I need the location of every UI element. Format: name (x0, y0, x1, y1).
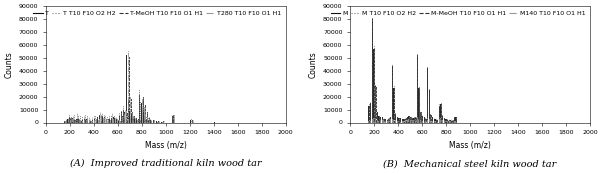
Legend: M, M T10 F10 O2 H2, M-MeOH T10 F10 O1 H1, M140 T10 F10 O1 H1: M, M T10 F10 O2 H2, M-MeOH T10 F10 O1 H1… (330, 9, 587, 17)
Legend: T, T T10 F10 O2 H2, T-MeOH T10 F10 O1 H1, T280 T10 F10 O1 H1: T, T T10 F10 O2 H2, T-MeOH T10 F10 O1 H1… (32, 9, 283, 17)
Title: (A)  Improved traditional kiln wood tar: (A) Improved traditional kiln wood tar (70, 159, 262, 168)
Y-axis label: Counts: Counts (308, 51, 317, 78)
Y-axis label: Counts: Counts (4, 51, 13, 78)
Title: (B)  Mechanical steel kiln wood tar: (B) Mechanical steel kiln wood tar (383, 159, 557, 168)
X-axis label: Mass (m/z): Mass (m/z) (145, 141, 187, 150)
X-axis label: Mass (m/z): Mass (m/z) (449, 141, 491, 150)
